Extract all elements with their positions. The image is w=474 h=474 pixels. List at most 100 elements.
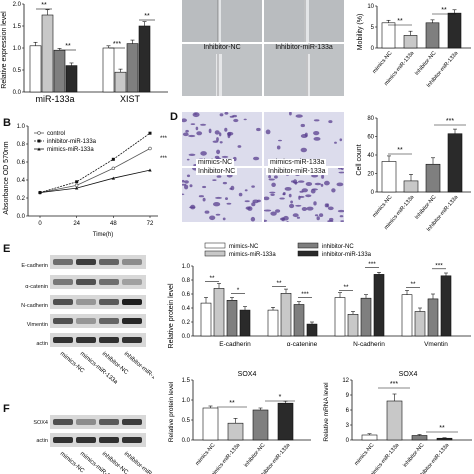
e-bar [427, 298, 439, 337]
stained-cell [256, 127, 261, 132]
stained-cell [305, 182, 313, 186]
blot-strip [50, 314, 146, 328]
b-xtick-label: 72 [147, 221, 154, 227]
stained-cell [298, 180, 305, 183]
stained-cell [321, 174, 325, 179]
e-sig-label: * [237, 287, 240, 294]
stained-cell [212, 140, 219, 143]
stained-cell [282, 193, 286, 196]
c-bar [381, 22, 396, 49]
stained-cell [265, 129, 271, 135]
stained-cell [295, 114, 303, 118]
b-point [74, 183, 79, 188]
a-bar [53, 49, 66, 93]
blot-band [99, 419, 119, 425]
e-blot-label-1: E-cadherin [21, 263, 48, 269]
b-legend-1: control [47, 131, 65, 137]
fm-bar [411, 435, 428, 441]
d-image-label-3: Inhibitor-NC [196, 168, 238, 175]
blot-band [53, 299, 73, 305]
b-point [38, 191, 42, 194]
e-bar [200, 302, 212, 337]
transwell-image-inhibitor-mir133a [264, 168, 344, 222]
a-bar [126, 43, 139, 93]
c-sig-1: ** [397, 18, 403, 25]
stained-cell [314, 214, 319, 217]
stained-cell [295, 204, 302, 207]
stained-cell [216, 137, 219, 142]
stained-cell [306, 206, 314, 211]
stained-cell [196, 131, 203, 136]
stained-cell [247, 206, 253, 211]
blot-band [99, 279, 119, 285]
b-ytick-label: 0.0 [17, 214, 26, 220]
blot-band [122, 437, 142, 443]
fp-ytick-label: 0.0 [182, 438, 191, 444]
wound-image-mimics-mir133a [264, 0, 344, 42]
e-western-blots [50, 255, 146, 347]
expression-bar-chart: 0.0 0.5 1.0 1.5 2.0 Relative expression leve… [1, 2, 168, 104]
a-sig-4: ** [144, 13, 150, 20]
stained-cell [313, 119, 320, 122]
stained-cell [215, 213, 221, 216]
d-category-label: Inhibitor-NC [414, 194, 437, 220]
wound-image-mimics-nc [182, 0, 262, 42]
stained-cell [188, 134, 196, 138]
e-blot-label-4: Vimentin [26, 322, 48, 328]
e-blot-label-3: N-cadherin [21, 303, 48, 309]
f-lane-labels: mimics-NC mimics-miR-133a inhibitor-NC i… [59, 451, 154, 474]
b-ytick-label: 0.6 [17, 160, 26, 166]
stained-cell [336, 182, 344, 187]
stained-cell [213, 202, 221, 207]
fp-bar [252, 409, 269, 441]
stained-cell [275, 209, 281, 213]
d-ytick-label: 0 [371, 190, 375, 196]
blot-band [53, 318, 73, 324]
stained-cell [327, 206, 334, 211]
blot-strip [50, 255, 146, 269]
stained-cell [189, 184, 193, 188]
blot-band [53, 419, 73, 425]
fm-bar [361, 434, 378, 441]
e-bar [334, 297, 346, 337]
stained-cell [216, 175, 222, 178]
stained-cell [300, 134, 308, 138]
b-series-line [39, 148, 151, 193]
fm-bar [386, 400, 403, 441]
e-legend-4: inhibitor-miR-133a [322, 252, 372, 258]
d-ylabel: Cell count [356, 144, 363, 175]
stained-cell [328, 120, 333, 124]
blot-band [99, 318, 119, 324]
e-bar [347, 314, 359, 337]
a-sig-1: ** [41, 2, 47, 9]
stained-cell [320, 183, 324, 187]
b-ylabel: Absorbance OD 570nm [3, 141, 10, 214]
e-sig-label: ** [209, 275, 215, 282]
stained-cell [225, 197, 228, 200]
d-image-label-4: Inhibitor-miR-133a [266, 168, 328, 175]
stained-cell [338, 171, 344, 174]
c-ytick-label: 0 [371, 46, 375, 52]
b-legend-3: mimics-miR-133a [47, 147, 94, 153]
stained-cell [283, 215, 289, 221]
stained-cell [184, 184, 189, 190]
e-legend-1: mimics-NC [229, 244, 259, 250]
wound-image-inhibitor-mir133a [264, 44, 344, 96]
stained-cell [340, 220, 344, 222]
blot-band [122, 419, 142, 425]
stained-cell [276, 145, 281, 150]
stained-cell [195, 126, 199, 131]
stained-cell [300, 123, 305, 128]
e-legend: mimics-NC mimics-miR-133a inhibitor-NC i… [204, 242, 372, 258]
blot-band [122, 259, 142, 265]
c-bar [447, 12, 462, 49]
stained-cell [289, 203, 295, 209]
stained-cell [301, 188, 308, 193]
e-bar [239, 309, 251, 337]
b-ytick-label: 0.8 [17, 142, 26, 148]
stained-cell [209, 215, 216, 221]
stained-cell [243, 118, 247, 121]
a-sig-3: *** [113, 41, 121, 48]
stained-cell [182, 132, 189, 137]
